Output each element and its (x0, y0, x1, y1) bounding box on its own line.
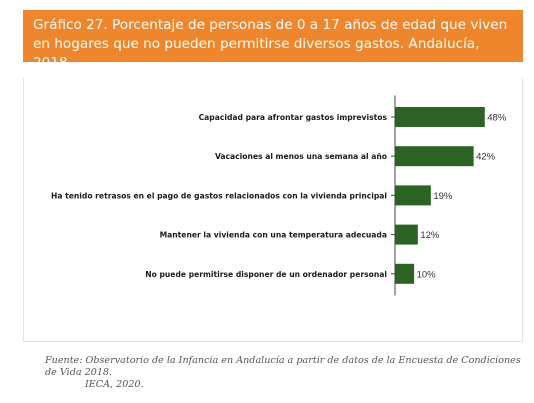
source-line-2: IECA, 2020. (85, 379, 144, 390)
chart-title: Gráfico 27. Porcentaje de personas de 0 … (33, 17, 508, 71)
chart-title-band: Gráfico 27. Porcentaje de personas de 0 … (23, 10, 523, 71)
bar (395, 185, 431, 206)
value-label: 42% (476, 152, 496, 163)
bar (395, 224, 418, 245)
value-label: 48% (487, 113, 507, 124)
value-label: 19% (433, 191, 453, 202)
category-label: Vacaciones al menos una semana al año (215, 152, 387, 161)
category-label: Capacidad para afrontar gastos imprevist… (199, 113, 388, 122)
source-note: Fuente: Observatorio de la Infancia en A… (45, 355, 525, 391)
value-label: 10% (417, 269, 437, 280)
category-label: Ha tenido retrasos en el pago de gastos … (51, 191, 387, 200)
bar (395, 146, 474, 167)
source-line-1: Fuente: Observatorio de la Infancia en A… (45, 355, 521, 378)
category-label: Mantener la vivienda con una temperatura… (160, 231, 387, 240)
bar (395, 263, 415, 284)
chart-frame (23, 78, 523, 342)
value-label: 12% (420, 230, 440, 241)
bar (395, 107, 485, 127)
category-label: No puede permitirse disponer de un orden… (145, 270, 387, 279)
